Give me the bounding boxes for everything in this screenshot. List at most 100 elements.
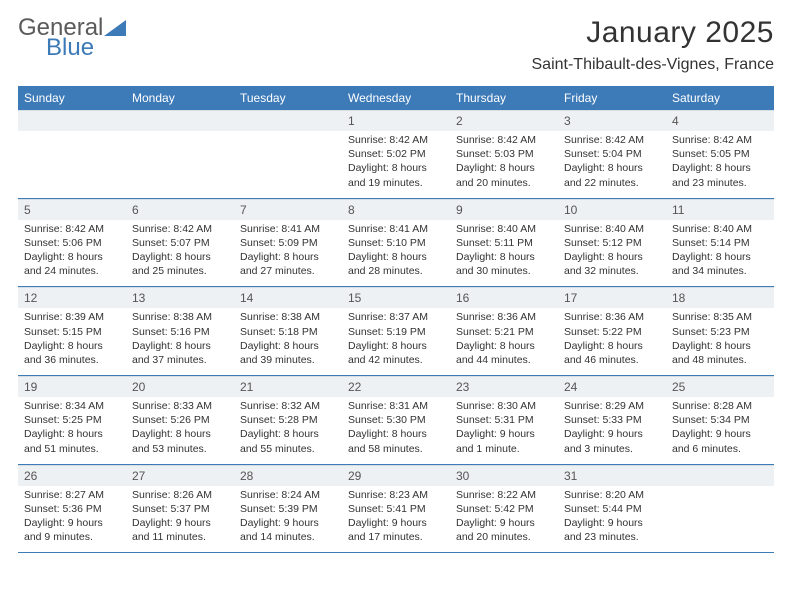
title-area: January 2025 Saint-Thibault-des-Vignes, … <box>532 16 775 74</box>
weekday-tuesday: Tuesday <box>234 86 342 110</box>
daylight-line: Daylight: 8 hours and 22 minutes. <box>564 161 660 189</box>
sunrise-line: Sunrise: 8:42 AM <box>348 133 444 147</box>
daylight-line: Daylight: 8 hours and 36 minutes. <box>24 339 120 367</box>
day-number: 2 <box>450 111 558 131</box>
sunrise-line: Sunrise: 8:37 AM <box>348 310 444 324</box>
daylight-line: Daylight: 9 hours and 20 minutes. <box>456 516 552 544</box>
sunrise-line: Sunrise: 8:36 AM <box>456 310 552 324</box>
header: General Blue January 2025 Saint-Thibault… <box>18 16 774 74</box>
day-number: 30 <box>450 466 558 486</box>
day-cell: Sunrise: 8:26 AMSunset: 5:37 PMDaylight:… <box>126 486 234 553</box>
day-number: 28 <box>234 466 342 486</box>
day-cell: Sunrise: 8:20 AMSunset: 5:44 PMDaylight:… <box>558 486 666 553</box>
sunrise-line: Sunrise: 8:29 AM <box>564 399 660 413</box>
sunset-line: Sunset: 5:39 PM <box>240 502 336 516</box>
day-cell: Sunrise: 8:32 AMSunset: 5:28 PMDaylight:… <box>234 397 342 464</box>
day-cell: Sunrise: 8:30 AMSunset: 5:31 PMDaylight:… <box>450 397 558 464</box>
daylight-line: Daylight: 8 hours and 42 minutes. <box>348 339 444 367</box>
day-cell: Sunrise: 8:42 AMSunset: 5:05 PMDaylight:… <box>666 131 774 198</box>
sunset-line: Sunset: 5:07 PM <box>132 236 228 250</box>
day-number: 18 <box>666 288 774 308</box>
week-separator <box>18 198 774 199</box>
day-number: 26 <box>18 466 126 486</box>
daylight-line: Daylight: 8 hours and 28 minutes. <box>348 250 444 278</box>
daylight-line: Daylight: 9 hours and 3 minutes. <box>564 427 660 455</box>
week-body-row: Sunrise: 8:34 AMSunset: 5:25 PMDaylight:… <box>18 397 774 464</box>
day-number: 11 <box>666 200 774 220</box>
daylight-line: Daylight: 8 hours and 25 minutes. <box>132 250 228 278</box>
brand-triangle-icon <box>104 20 126 36</box>
sunrise-line: Sunrise: 8:38 AM <box>240 310 336 324</box>
sunset-line: Sunset: 5:12 PM <box>564 236 660 250</box>
sunset-line: Sunset: 5:42 PM <box>456 502 552 516</box>
brand-word2: Blue <box>46 34 94 61</box>
week-separator <box>18 464 774 465</box>
week-body-row: Sunrise: 8:42 AMSunset: 5:02 PMDaylight:… <box>18 131 774 198</box>
day-number: 8 <box>342 200 450 220</box>
sunset-line: Sunset: 5:34 PM <box>672 413 768 427</box>
brand-word2-row: Blue <box>18 36 126 60</box>
week-daynum-row: 12131415161718 <box>18 287 774 308</box>
sunrise-line: Sunrise: 8:40 AM <box>564 222 660 236</box>
sunset-line: Sunset: 5:33 PM <box>564 413 660 427</box>
day-number: 7 <box>234 200 342 220</box>
week-daynum-row: 567891011 <box>18 199 774 220</box>
day-number: 23 <box>450 377 558 397</box>
day-number <box>18 111 126 131</box>
sunset-line: Sunset: 5:28 PM <box>240 413 336 427</box>
daylight-line: Daylight: 8 hours and 20 minutes. <box>456 161 552 189</box>
sunset-line: Sunset: 5:23 PM <box>672 325 768 339</box>
day-number: 21 <box>234 377 342 397</box>
daylight-line: Daylight: 8 hours and 34 minutes. <box>672 250 768 278</box>
sunset-line: Sunset: 5:15 PM <box>24 325 120 339</box>
sunset-line: Sunset: 5:18 PM <box>240 325 336 339</box>
day-number: 31 <box>558 466 666 486</box>
day-cell: Sunrise: 8:31 AMSunset: 5:30 PMDaylight:… <box>342 397 450 464</box>
sunset-line: Sunset: 5:04 PM <box>564 147 660 161</box>
weekday-sunday: Sunday <box>18 86 126 110</box>
daylight-line: Daylight: 8 hours and 53 minutes. <box>132 427 228 455</box>
brand-logo: General Blue <box>18 16 126 60</box>
weekday-friday: Friday <box>558 86 666 110</box>
week-separator <box>18 552 774 553</box>
sunrise-line: Sunrise: 8:26 AM <box>132 488 228 502</box>
day-cell: Sunrise: 8:37 AMSunset: 5:19 PMDaylight:… <box>342 308 450 375</box>
daylight-line: Daylight: 8 hours and 55 minutes. <box>240 427 336 455</box>
day-cell: Sunrise: 8:39 AMSunset: 5:15 PMDaylight:… <box>18 308 126 375</box>
day-cell: Sunrise: 8:42 AMSunset: 5:06 PMDaylight:… <box>18 220 126 287</box>
day-cell: Sunrise: 8:28 AMSunset: 5:34 PMDaylight:… <box>666 397 774 464</box>
calendar-page: General Blue January 2025 Saint-Thibault… <box>0 0 792 612</box>
day-number: 13 <box>126 288 234 308</box>
day-number: 25 <box>666 377 774 397</box>
sunset-line: Sunset: 5:22 PM <box>564 325 660 339</box>
day-number: 20 <box>126 377 234 397</box>
sunrise-line: Sunrise: 8:42 AM <box>564 133 660 147</box>
sunrise-line: Sunrise: 8:23 AM <box>348 488 444 502</box>
sunrise-line: Sunrise: 8:30 AM <box>456 399 552 413</box>
day-cell: Sunrise: 8:38 AMSunset: 5:16 PMDaylight:… <box>126 308 234 375</box>
day-cell <box>18 131 126 198</box>
daylight-line: Daylight: 8 hours and 37 minutes. <box>132 339 228 367</box>
sunset-line: Sunset: 5:09 PM <box>240 236 336 250</box>
daylight-line: Daylight: 8 hours and 48 minutes. <box>672 339 768 367</box>
sunrise-line: Sunrise: 8:35 AM <box>672 310 768 324</box>
day-cell: Sunrise: 8:36 AMSunset: 5:22 PMDaylight:… <box>558 308 666 375</box>
day-cell: Sunrise: 8:40 AMSunset: 5:12 PMDaylight:… <box>558 220 666 287</box>
day-cell: Sunrise: 8:41 AMSunset: 5:10 PMDaylight:… <box>342 220 450 287</box>
day-cell <box>234 131 342 198</box>
sunset-line: Sunset: 5:37 PM <box>132 502 228 516</box>
day-cell: Sunrise: 8:23 AMSunset: 5:41 PMDaylight:… <box>342 486 450 553</box>
day-cell: Sunrise: 8:35 AMSunset: 5:23 PMDaylight:… <box>666 308 774 375</box>
daylight-line: Daylight: 9 hours and 23 minutes. <box>564 516 660 544</box>
day-number <box>234 111 342 131</box>
week-separator <box>18 375 774 376</box>
day-number: 27 <box>126 466 234 486</box>
sunset-line: Sunset: 5:10 PM <box>348 236 444 250</box>
day-cell: Sunrise: 8:42 AMSunset: 5:04 PMDaylight:… <box>558 131 666 198</box>
day-number: 1 <box>342 111 450 131</box>
sunrise-line: Sunrise: 8:33 AM <box>132 399 228 413</box>
day-number: 22 <box>342 377 450 397</box>
day-cell <box>126 131 234 198</box>
sunrise-line: Sunrise: 8:20 AM <box>564 488 660 502</box>
sunset-line: Sunset: 5:41 PM <box>348 502 444 516</box>
